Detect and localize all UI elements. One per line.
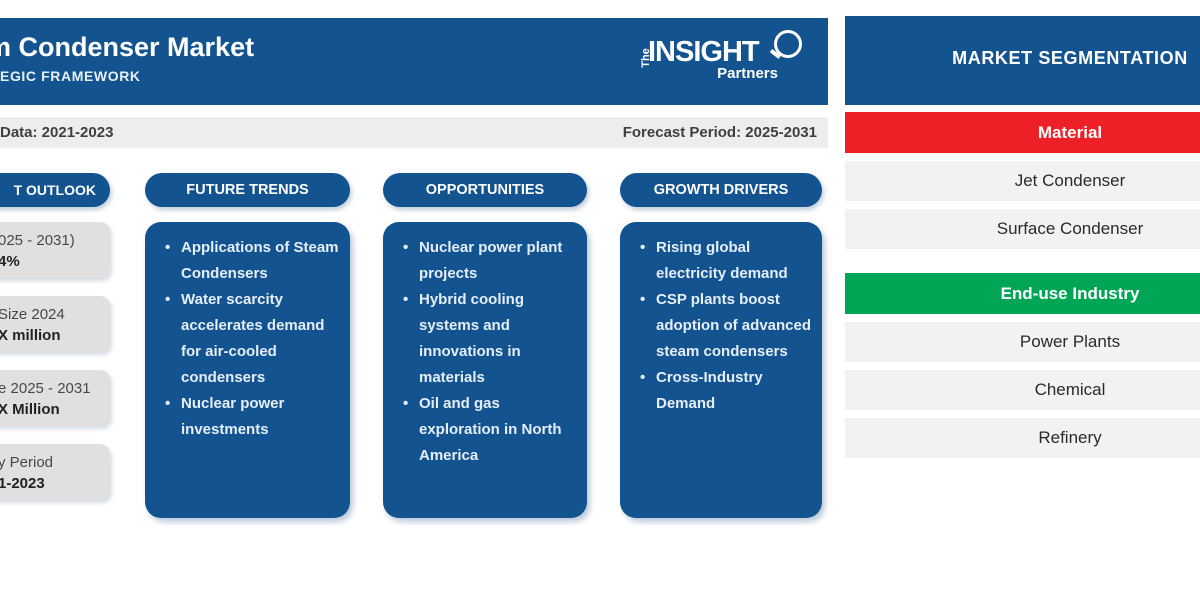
future-trends-pill: FUTURE TRENDS — [145, 173, 350, 207]
segment-group-bar: Material — [845, 112, 1200, 153]
outlook-stat-box: Size 2024 X million — [0, 296, 110, 352]
growth-drivers-pill: GROWTH DRIVERS — [620, 173, 822, 207]
logo-insight-text: INSIGHT — [648, 36, 760, 68]
market-outlook-title-pill: T OUTLOOK — [0, 173, 110, 207]
bullet-item: Nuclear power plant projects — [403, 235, 579, 287]
stat-label: y Period — [0, 454, 54, 471]
growth-drivers-list: Rising global electricity demandCSP plan… — [640, 235, 816, 417]
bullet-item: Cross-Industry Demand — [640, 365, 816, 417]
bullet-item: Water scarcity accelerates demand for ai… — [165, 287, 341, 391]
insight-partners-logo: The INSIGHT Partners — [640, 30, 802, 88]
segment-item-row: Refinery — [845, 418, 1200, 458]
market-segmentation-header: MARKET SEGMENTATION — [845, 16, 1200, 105]
stat-label: Size 2024 — [0, 306, 65, 323]
logo-partners-text: Partners — [717, 65, 778, 82]
stat-value: 4% — [0, 253, 20, 270]
future-trends-box: Applications of Steam CondensersWater sc… — [145, 222, 350, 518]
segment-group-bar: End-use Industry — [845, 273, 1200, 314]
outlook-stat-box: e 2025 - 2031 X Million — [0, 370, 110, 426]
segment-item-row: Power Plants — [845, 322, 1200, 362]
stat-label: 025 - 2031) — [0, 232, 75, 249]
bullet-item: CSP plants boost adoption of advanced st… — [640, 287, 816, 365]
bullet-item: Hybrid cooling systems and innovations i… — [403, 287, 579, 391]
segment-item-row: Chemical — [845, 370, 1200, 410]
future-trends-list: Applications of Steam CondensersWater sc… — [165, 235, 341, 443]
stat-value: 1-2023 — [0, 475, 45, 492]
bullet-item: Rising global electricity demand — [640, 235, 816, 287]
opportunities-pill: OPPORTUNITIES — [383, 173, 587, 207]
growth-drivers-box: Rising global electricity demandCSP plan… — [620, 222, 822, 518]
forecast-period-label: Forecast Period: 2025-2031 — [622, 124, 817, 141]
report-subtitle: EGIC FRAMEWORK — [0, 68, 141, 84]
segment-item-row: Surface Condenser — [845, 209, 1200, 249]
opportunities-list: Nuclear power plant projectsHybrid cooli… — [403, 235, 579, 469]
report-title: m Condenser Market — [0, 32, 255, 62]
outlook-stat-box: y Period 1-2023 — [0, 444, 110, 500]
segment-item-row: Jet Condenser — [845, 161, 1200, 201]
outlook-stat-box: 025 - 2031) 4% — [0, 222, 110, 278]
stat-value: X Million — [0, 401, 60, 418]
bullet-item: Applications of Steam Condensers — [165, 235, 341, 287]
magnifier-icon — [774, 30, 802, 58]
bullet-item: Nuclear power investments — [165, 391, 341, 443]
stat-label: e 2025 - 2031 — [0, 380, 91, 397]
market-outlook-boxes: 025 - 2031) 4% Size 2024 X million e 2025 - … — [0, 222, 110, 518]
report-header: m Condenser Market EGIC FRAMEWORK The IN… — [0, 18, 828, 105]
historic-data-label: Data: 2021-2023 — [0, 124, 114, 141]
stat-value: X million — [0, 327, 61, 344]
segment-group-gap — [845, 257, 1200, 273]
bullet-item: Oil and gas exploration in North America — [403, 391, 579, 469]
opportunities-box: Nuclear power plant projectsHybrid cooli… — [383, 222, 587, 518]
market-segmentation-panel: Material Jet Condenser Surface Condenser En… — [845, 112, 1200, 466]
period-bar: Data: 2021-2023 Forecast Period: 2025-20… — [0, 117, 828, 148]
